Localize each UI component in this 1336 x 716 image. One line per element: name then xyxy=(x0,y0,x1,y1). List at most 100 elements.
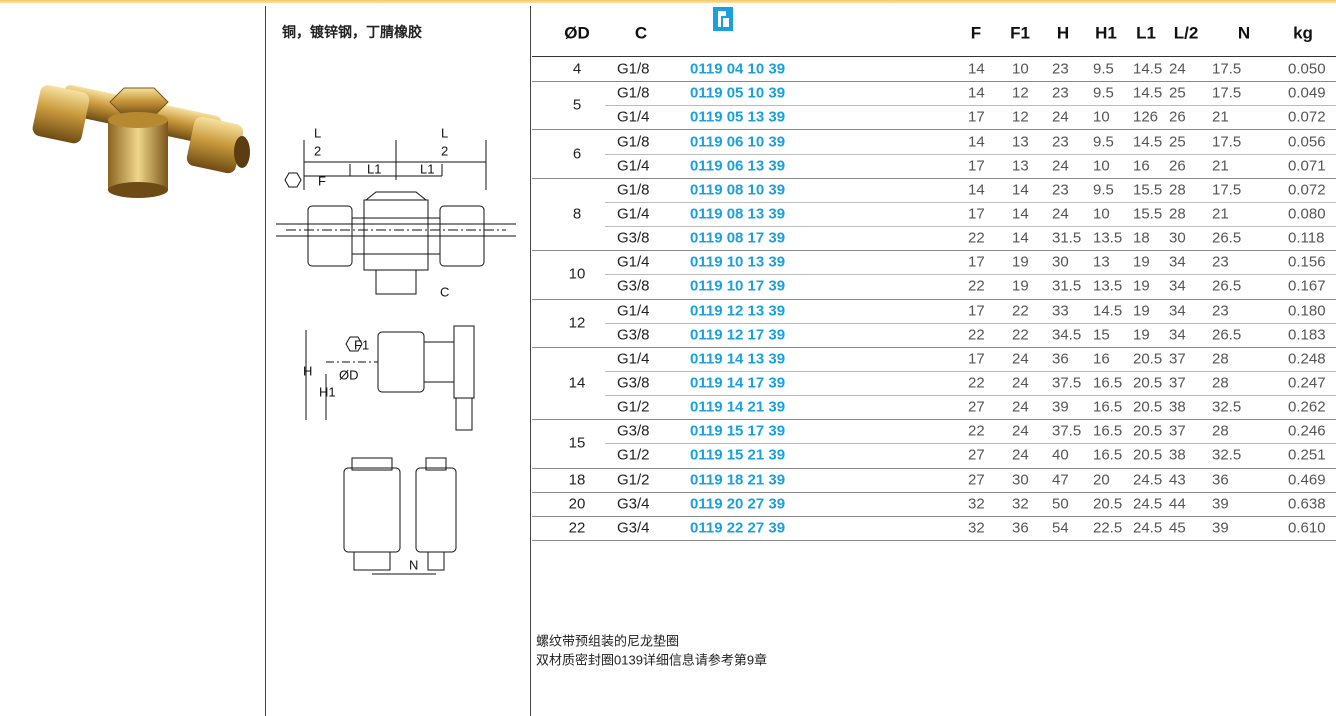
column-header: H xyxy=(1056,23,1070,43)
article-code: 0119 14 17 39 xyxy=(690,374,786,392)
article-code: 0119 22 27 39 xyxy=(690,519,786,537)
row-rule xyxy=(605,105,1336,107)
row-rule xyxy=(532,177,1336,179)
table-cell: 0.610 xyxy=(1288,519,1326,537)
table-cell: 27 xyxy=(968,446,985,464)
table-cell: 15 xyxy=(1093,326,1110,344)
column-header: C xyxy=(634,23,648,43)
diameter-cell: 14 xyxy=(568,374,586,392)
table-cell: 21 xyxy=(1212,157,1229,175)
table-cell: G3/8 xyxy=(617,326,650,344)
table-cell: 45 xyxy=(1169,519,1186,537)
row-rule xyxy=(532,491,1336,493)
table-cell: 9.5 xyxy=(1093,133,1114,151)
table-cell: 0.183 xyxy=(1288,326,1326,344)
table-cell: G1/4 xyxy=(617,205,650,223)
row-rule xyxy=(605,226,1336,228)
table-cell: 13.5 xyxy=(1093,277,1123,295)
table-cell: 40 xyxy=(1052,446,1069,464)
table-cell: 23 xyxy=(1052,84,1069,102)
table-cell: G1/2 xyxy=(617,471,650,489)
note: 双材质密封圈0139详细信息请参考第9章 xyxy=(536,652,768,668)
diameter-cell: 18 xyxy=(568,471,586,489)
table-cell: G3/4 xyxy=(617,519,650,537)
table-cell: 13 xyxy=(1012,157,1029,175)
table-cell: 9.5 xyxy=(1093,84,1114,102)
table-cell: 10 xyxy=(1012,60,1029,78)
drawing-label: N xyxy=(409,557,419,573)
table-cell: 10 xyxy=(1093,157,1110,175)
table-cell: G3/8 xyxy=(617,422,650,440)
table-cell: 22 xyxy=(968,229,985,247)
table-cell: 44 xyxy=(1169,495,1186,513)
column-divider xyxy=(265,6,266,716)
table-cell: 0.469 xyxy=(1288,471,1326,489)
diameter-cell: 15 xyxy=(568,434,586,452)
table-cell: 17 xyxy=(968,302,985,320)
row-rule xyxy=(605,274,1336,276)
table-cell: 37 xyxy=(1169,422,1186,440)
table-cell: 17 xyxy=(968,350,985,368)
table-cell: 37.5 xyxy=(1052,374,1082,392)
table-cell: 17.5 xyxy=(1212,133,1242,151)
material-title: 铜，镀锌钢，丁腈橡胶 xyxy=(282,24,422,40)
table-cell: 0.638 xyxy=(1288,495,1326,513)
row-rule xyxy=(532,540,1336,541)
table-cell: 28 xyxy=(1212,422,1229,440)
table-cell: 36 xyxy=(1052,350,1069,368)
table-cell: 26 xyxy=(1169,157,1186,175)
table-cell: 0.080 xyxy=(1288,205,1326,223)
table-cell: 0.071 xyxy=(1288,157,1326,175)
table-cell: 14 xyxy=(1012,229,1029,247)
table-cell: 54 xyxy=(1052,519,1069,537)
table-cell: 34 xyxy=(1169,277,1186,295)
diameter-cell: 5 xyxy=(572,96,582,114)
table-cell: 39 xyxy=(1212,519,1229,537)
row-rule xyxy=(605,201,1336,203)
table-cell: 17 xyxy=(968,205,985,223)
table-cell: 36 xyxy=(1012,519,1029,537)
table-cell: 17 xyxy=(968,157,985,175)
table-cell: 34 xyxy=(1169,253,1186,271)
table-cell: G1/4 xyxy=(617,350,650,368)
column-header: L/2 xyxy=(1173,23,1199,43)
top-rule xyxy=(0,0,1336,3)
table-cell: G3/8 xyxy=(617,229,650,247)
table-cell: 28 xyxy=(1212,374,1229,392)
article-code: 0119 05 10 39 xyxy=(690,84,786,102)
table-cell: 26.5 xyxy=(1212,229,1242,247)
drawing-label: 2 xyxy=(441,143,449,159)
table-cell: 32.5 xyxy=(1212,446,1242,464)
table-cell: 9.5 xyxy=(1093,60,1114,78)
column-header: H1 xyxy=(1095,23,1117,43)
table-cell: 37.5 xyxy=(1052,422,1082,440)
drawing-label: L xyxy=(314,125,322,141)
drawing-label: L1 xyxy=(420,161,435,177)
row-rule xyxy=(532,298,1336,300)
row-rule xyxy=(532,81,1336,83)
table-cell: 25 xyxy=(1169,84,1186,102)
table-cell: 14 xyxy=(968,60,985,78)
table-cell: 25 xyxy=(1169,133,1186,151)
article-code: 0119 06 13 39 xyxy=(690,157,786,175)
table-cell: 22.5 xyxy=(1093,519,1123,537)
table-cell: 9.5 xyxy=(1093,181,1114,199)
row-rule xyxy=(532,346,1336,348)
drawing-label: 2 xyxy=(314,143,322,159)
table-cell: 26 xyxy=(1169,108,1186,126)
table-cell: 0.251 xyxy=(1288,446,1326,464)
table-cell: G1/2 xyxy=(617,446,650,464)
table-cell: 28 xyxy=(1212,350,1229,368)
table-cell: 0.050 xyxy=(1288,60,1326,78)
table-cell: 22 xyxy=(1012,302,1029,320)
table-cell: 17.5 xyxy=(1212,60,1242,78)
table-cell: 18 xyxy=(1133,229,1150,247)
table-cell: 19 xyxy=(1133,277,1150,295)
table-cell: 34.5 xyxy=(1052,326,1082,344)
table-cell: 12 xyxy=(1012,108,1029,126)
table-cell: 0.072 xyxy=(1288,181,1326,199)
table-cell: 24 xyxy=(1012,446,1029,464)
table-cell: 0.056 xyxy=(1288,133,1326,151)
note: 螺纹带预组装的尼龙垫圈 xyxy=(536,633,680,649)
table-cell: 126 xyxy=(1133,108,1159,126)
